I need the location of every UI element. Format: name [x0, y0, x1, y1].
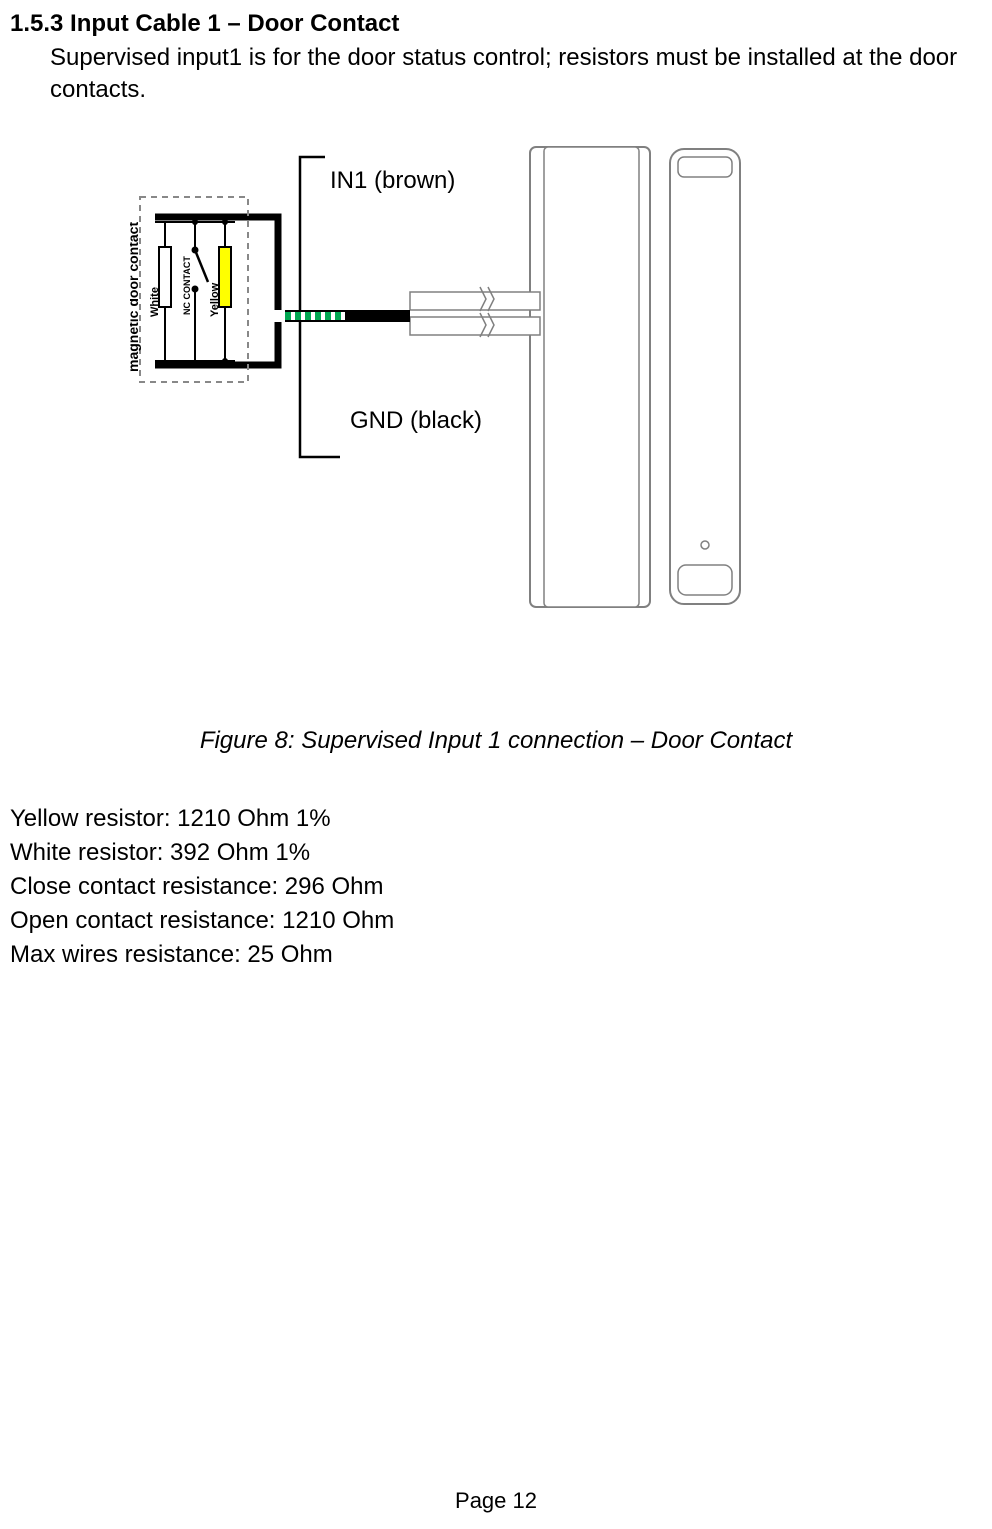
spec-max-wire-resistance: Max wires resistance: 25 Ohm: [10, 941, 982, 969]
spec-yellow-resistor: Yellow resistor: 1210 Ohm 1%: [10, 805, 982, 833]
spec-open-resistance: Open contact resistance: 1210 Ohm: [10, 907, 982, 935]
page-footer: Page 12: [0, 1488, 992, 1514]
section-heading: 1.5.3 Input Cable 1 – Door Contact: [10, 10, 982, 38]
spec-close-resistance: Close contact resistance: 296 Ohm: [10, 873, 982, 901]
contact-box-title: magnetic door contact: [130, 221, 141, 371]
svg-text:NC CONTACT: NC CONTACT: [182, 255, 192, 314]
figure-container: IN1 (brown) GND (black): [10, 137, 982, 717]
specifications: Yellow resistor: 1210 Ohm 1% White resis…: [10, 805, 982, 969]
spec-white-resistor: White resistor: 392 Ohm 1%: [10, 839, 982, 867]
figure-caption: Figure 8: Supervised Input 1 connection …: [10, 727, 982, 755]
section-intro: Supervised input1 is for the door status…: [50, 42, 982, 107]
svg-text:White: White: [149, 287, 161, 317]
wiring-diagram: magnetic door contact White NC CONTACT Y…: [130, 137, 780, 617]
svg-text:Yellow: Yellow: [209, 282, 221, 317]
